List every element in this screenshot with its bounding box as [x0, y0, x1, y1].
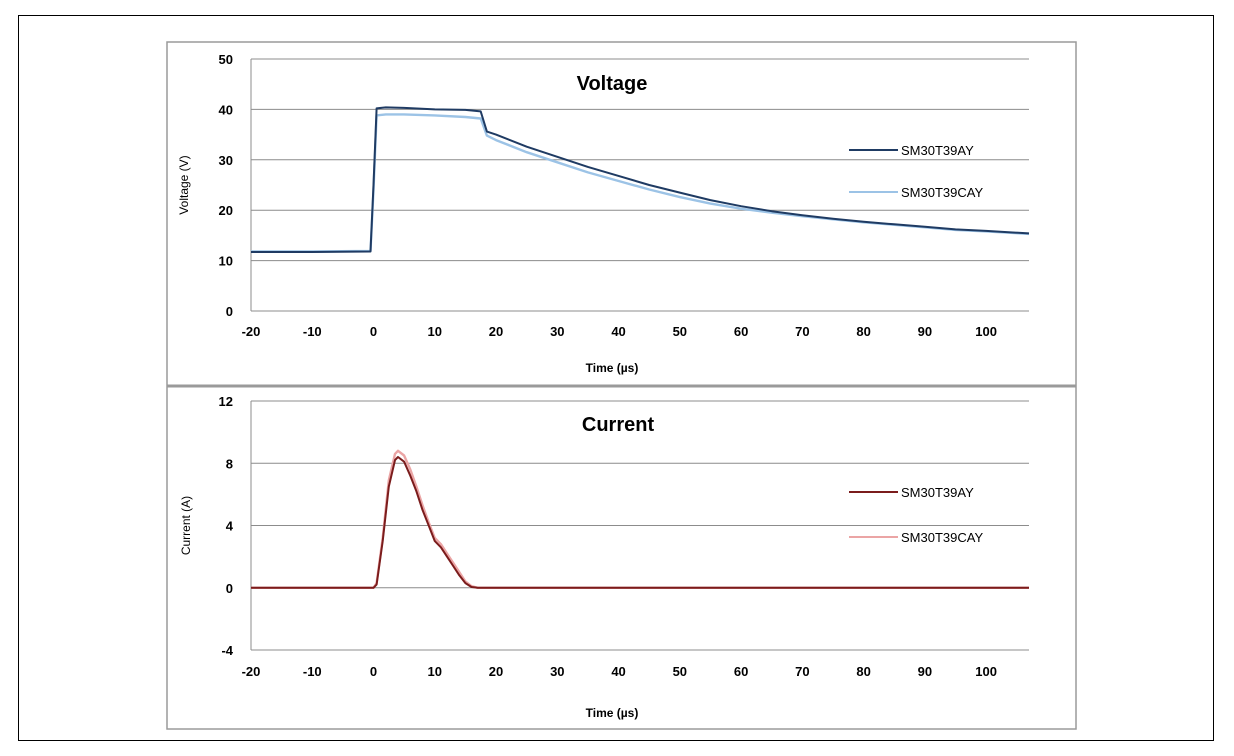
current-x-tick-label: -20 [242, 664, 261, 679]
current-x-tick-label: 30 [550, 664, 564, 679]
current-x-tick-label: 100 [975, 664, 997, 679]
voltage-x-tick-label: 0 [370, 324, 377, 339]
current-series-line [251, 456, 1029, 589]
current-y-tick-label: 4 [226, 519, 234, 534]
voltage-x-tick-label: 30 [550, 324, 564, 339]
voltage-x-tick-label: 60 [734, 324, 748, 339]
current-x-tick-label: 70 [795, 664, 809, 679]
voltage-x-tick-label: 80 [856, 324, 870, 339]
voltage-y-tick-label: 30 [219, 153, 233, 168]
current-y-tick-label: 0 [226, 581, 233, 596]
voltage-legend-label: SM30T39AY [901, 143, 974, 158]
current-x-tick-label: 80 [856, 664, 870, 679]
voltage-x-tick-label: 40 [611, 324, 625, 339]
current-chart: -4 0 4 8 12 -20 -10 0 10 20 30 40 50 60 70 80 90 100 Time … [179, 394, 1029, 720]
voltage-x-tick-label: 90 [918, 324, 932, 339]
current-y-tick-label: -4 [221, 643, 233, 658]
current-y-tick-label: 8 [226, 456, 233, 471]
voltage-y-tick-label: 20 [219, 203, 233, 218]
voltage-x-tick-label: -10 [303, 324, 322, 339]
current-legend-label: SM30T39AY [901, 485, 974, 500]
voltage-x-tick-label: 10 [428, 324, 442, 339]
voltage-x-tick-label: 70 [795, 324, 809, 339]
voltage-chart: 0 10 20 30 40 50 -20 -10 0 10 20 30 40 50 60 70 80 90 100 T… [177, 52, 1030, 375]
voltage-x-axis-label: Time (µs) [586, 361, 639, 375]
voltage-x-tick-label: 100 [975, 324, 997, 339]
figure-frame [18, 15, 1214, 741]
current-chart-title: Current [582, 414, 655, 436]
current-x-tick-label: -10 [303, 664, 322, 679]
current-series-line [251, 449, 1029, 589]
voltage-chart-title: Voltage [577, 73, 648, 95]
current-x-tick-label: 10 [428, 664, 442, 679]
voltage-y-axis-label: Voltage (V) [177, 155, 191, 214]
voltage-x-tick-label: 20 [489, 324, 503, 339]
current-x-tick-label: 90 [918, 664, 932, 679]
current-x-tick-label: 60 [734, 664, 748, 679]
voltage-x-tick-label: 50 [673, 324, 687, 339]
current-x-tick-label: 40 [611, 664, 625, 679]
voltage-legend-label: SM30T39CAY [901, 185, 983, 200]
current-x-tick-label: 0 [370, 664, 377, 679]
current-legend-label: SM30T39CAY [901, 530, 983, 545]
voltage-y-tick-label: 50 [219, 52, 233, 67]
current-y-tick-label: 12 [219, 394, 233, 409]
current-x-tick-label: 20 [489, 664, 503, 679]
current-x-tick-label: 50 [673, 664, 687, 679]
voltage-y-tick-label: 40 [219, 102, 233, 117]
voltage-y-tick-label: 0 [226, 304, 233, 319]
voltage-series-line [251, 106, 1030, 253]
voltage-x-tick-label: -20 [242, 324, 261, 339]
current-x-axis-label: Time (µs) [586, 706, 639, 720]
voltage-y-tick-label: 10 [219, 254, 233, 269]
current-y-axis-label: Current (A) [179, 496, 193, 555]
